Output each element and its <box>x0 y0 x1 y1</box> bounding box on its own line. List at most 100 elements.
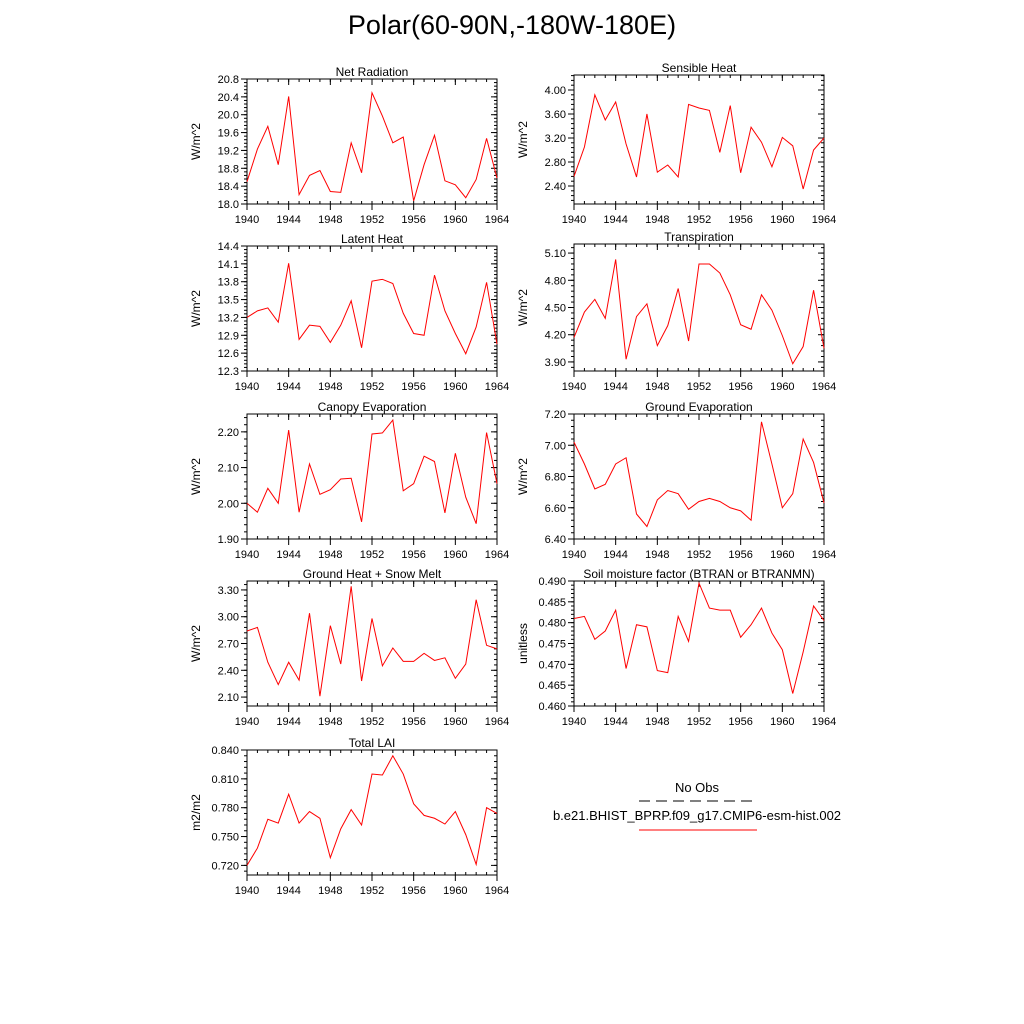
x-tick-label: 1940 <box>562 716 586 728</box>
series-line-1 <box>573 421 825 528</box>
y-axis-label: W/m^2 <box>189 625 203 662</box>
x-tick-label: 1960 <box>443 381 467 393</box>
y-tick-label: 5.10 <box>545 248 566 260</box>
panel-title: Net Radiation <box>336 65 409 79</box>
x-tick-label: 1960 <box>770 716 794 728</box>
series-line-1 <box>246 418 498 524</box>
plot-frame <box>573 243 825 372</box>
panel-title: Latent Heat <box>341 232 404 246</box>
y-tick-label: 13.8 <box>218 277 239 289</box>
legend-label-no-obs: No Obs <box>675 780 720 795</box>
x-tick-label: 1960 <box>443 885 467 897</box>
chart-panel-1: 1940 1944 1948 1952 1956 1960 1964 18.0 18.4 18.8… <box>189 65 509 226</box>
x-tick-label: 1952 <box>687 214 711 226</box>
x-tick-label: 1964 <box>812 214 836 226</box>
x-tick-label: 1948 <box>318 716 342 728</box>
x-tick-label: 1956 <box>401 549 425 561</box>
x-tick-label: 1964 <box>812 381 836 393</box>
x-tick-label: 1952 <box>360 381 384 393</box>
x-tick-label: 1940 <box>235 549 259 561</box>
y-tick-label: 12.3 <box>218 366 239 378</box>
y-axis-label: W/m^2 <box>189 458 203 495</box>
chart-panel-7: 1940 1944 1948 1952 1956 1960 1964 2.10 2.40 2.70… <box>189 567 509 728</box>
x-tick-label: 1944 <box>603 716 627 728</box>
plot-frame <box>246 78 498 205</box>
y-tick-label: 13.2 <box>218 312 239 324</box>
y-tick-label: 19.6 <box>218 128 239 140</box>
y-tick-label: 6.80 <box>545 472 566 484</box>
series-line-1 <box>246 263 498 355</box>
series-line-1 <box>573 581 825 694</box>
y-tick-label: 0.480 <box>538 618 566 630</box>
figure-title: Polar(60-90N,-180W-180E) <box>347 10 677 40</box>
x-tick-label: 1944 <box>276 716 300 728</box>
y-tick-label: 6.60 <box>545 503 566 515</box>
x-tick-label: 1940 <box>562 214 586 226</box>
y-tick-label: 20.4 <box>218 92 239 104</box>
x-tick-label: 1964 <box>485 885 509 897</box>
y-tick-label: 0.470 <box>538 659 566 671</box>
y-tick-label: 2.20 <box>218 427 239 439</box>
y-tick-label: 0.460 <box>538 701 566 713</box>
x-tick-label: 1948 <box>645 716 669 728</box>
y-axis-label: W/m^2 <box>516 121 530 158</box>
y-tick-label: 2.70 <box>218 639 239 651</box>
x-tick-label: 1952 <box>360 716 384 728</box>
y-tick-label: 18.4 <box>218 181 239 193</box>
y-tick-label: 2.10 <box>218 463 239 475</box>
y-tick-label: 7.00 <box>545 440 566 452</box>
y-tick-label: 3.30 <box>218 585 239 597</box>
y-tick-label: 0.720 <box>211 860 239 872</box>
y-tick-label: 2.80 <box>545 157 566 169</box>
y-tick-label: 2.40 <box>218 665 239 677</box>
panels-group: 1940 1944 1948 1952 1956 1960 1964 18.0 18.4 18.8… <box>189 61 836 897</box>
y-tick-label: 7.20 <box>545 409 566 421</box>
plot-frame <box>246 413 498 540</box>
x-tick-label: 1960 <box>770 214 794 226</box>
y-tick-label: 0.810 <box>211 774 239 786</box>
x-tick-label: 1964 <box>485 381 509 393</box>
x-tick-label: 1956 <box>728 214 752 226</box>
x-tick-label: 1956 <box>401 214 425 226</box>
y-tick-label: 20.8 <box>218 74 239 86</box>
x-tick-label: 1960 <box>443 214 467 226</box>
plot-frame <box>573 413 825 540</box>
x-tick-label: 1956 <box>728 716 752 728</box>
y-axis-label: W/m^2 <box>516 458 530 495</box>
y-tick-label: 4.50 <box>545 303 566 315</box>
x-tick-label: 1940 <box>562 381 586 393</box>
x-tick-label: 1964 <box>485 716 509 728</box>
x-tick-label: 1964 <box>485 549 509 561</box>
y-tick-label: 0.475 <box>538 639 566 651</box>
y-tick-label: 3.90 <box>545 357 566 369</box>
x-tick-label: 1964 <box>812 716 836 728</box>
plot-frame <box>246 245 498 372</box>
x-tick-label: 1956 <box>401 716 425 728</box>
x-tick-label: 1952 <box>687 549 711 561</box>
y-tick-label: 18.0 <box>218 199 239 211</box>
y-tick-label: 0.490 <box>538 576 566 588</box>
x-tick-label: 1964 <box>485 214 509 226</box>
x-tick-label: 1940 <box>235 381 259 393</box>
plot-frame <box>573 74 825 205</box>
legend: No Obs b.e21.BHIST_BPRP.f09_g17.CMIP6-es… <box>553 780 841 831</box>
x-tick-label: 1960 <box>443 716 467 728</box>
panel-title: Ground Heat + Snow Melt <box>303 567 442 581</box>
x-tick-label: 1948 <box>645 214 669 226</box>
y-tick-label: 20.0 <box>218 110 239 122</box>
series-line-1 <box>246 91 498 202</box>
x-tick-label: 1960 <box>443 549 467 561</box>
panel-title: Sensible Heat <box>662 61 737 75</box>
plot-frame <box>246 749 498 876</box>
panel-title: Transpiration <box>664 230 734 244</box>
x-tick-label: 1956 <box>401 381 425 393</box>
x-tick-label: 1944 <box>276 381 300 393</box>
x-tick-label: 1948 <box>318 381 342 393</box>
x-tick-label: 1952 <box>360 549 384 561</box>
y-tick-label: 3.60 <box>545 109 566 121</box>
y-tick-label: 2.00 <box>218 498 239 510</box>
y-axis-label: W/m^2 <box>189 290 203 327</box>
x-tick-label: 1952 <box>687 716 711 728</box>
y-tick-label: 19.2 <box>218 145 239 157</box>
chart-panel-9: 1940 1944 1948 1952 1956 1960 1964 0.720 0.750 0.… <box>189 736 509 897</box>
